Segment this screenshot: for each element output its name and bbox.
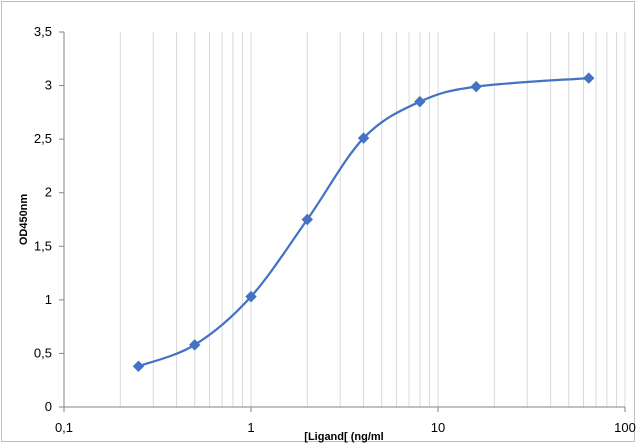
data-point-marker [357,132,370,144]
data-point-marker [470,80,482,93]
x-tick-label: 0,1 [55,420,73,435]
data-point-marker [301,213,314,226]
y-axis-title: OD450nm [18,194,30,246]
y-tick-label: 0 [45,399,52,414]
y-tick-label: 1,5 [34,238,52,253]
x-tick-label: 1 [247,420,254,435]
data-point-marker [245,290,257,303]
y-tick-label: 3,5 [34,24,52,39]
y-tick-label: 3 [45,78,52,93]
data-point-marker [132,360,145,372]
x-axis-title: [Ligand[ (ng/ml [304,431,383,443]
y-tick-label: 2,5 [34,131,52,146]
axes [59,31,626,412]
data-point-marker [188,339,201,351]
y-tick-label: 1 [45,292,52,307]
y-tick-label: 0,5 [34,345,52,360]
grid-lines [119,32,626,407]
series-markers [132,72,595,372]
y-tick-label: 2 [45,185,52,200]
data-point-marker [414,95,426,108]
data-point-marker [583,72,595,84]
x-tick-label: 100 [614,420,636,435]
x-tick-label: 10 [431,420,445,435]
tick-labels: 0 0,5 1 1,5 2 2,5 3 3,5 0,1 1 10 100 [34,24,636,435]
